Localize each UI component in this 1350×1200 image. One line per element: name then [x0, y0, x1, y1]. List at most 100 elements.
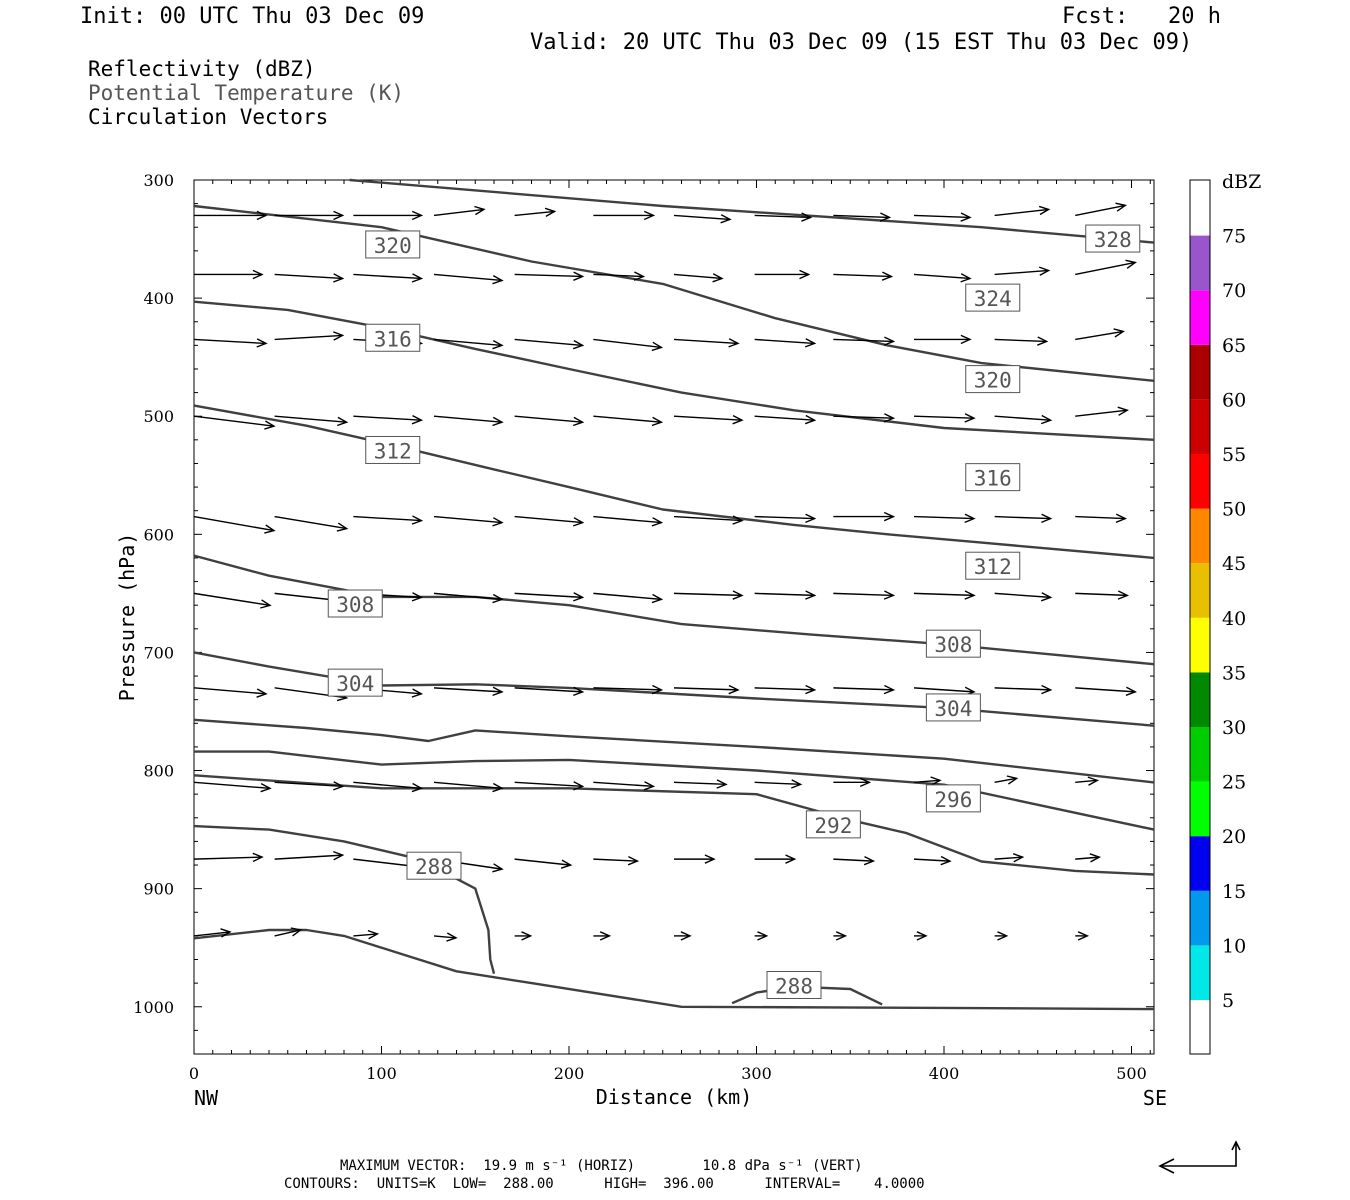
- theta-contour-328: [349, 178, 1155, 244]
- contour-label-box: [365, 230, 421, 259]
- vector-head: [633, 271, 646, 281]
- vector-head: [1077, 931, 1090, 941]
- reference-vector-icon: [1158, 1140, 1241, 1174]
- circulation-vector: [514, 858, 571, 866]
- vector-head: [474, 205, 486, 216]
- theta-contour-308: [193, 651, 1155, 727]
- x-tick-label: 0: [189, 1064, 199, 1083]
- contour-label-288: 288: [775, 974, 813, 998]
- circulation-vector: [193, 931, 231, 937]
- vector-head: [997, 931, 1009, 941]
- vector-head: [1038, 266, 1051, 276]
- vector-head: [411, 688, 424, 698]
- circulation-vector: [193, 515, 275, 532]
- circulation-vector: [1075, 592, 1128, 597]
- vector-head: [252, 852, 264, 863]
- circulation-vector: [1075, 856, 1100, 860]
- vector-head: [960, 273, 972, 283]
- circulation-vector: [433, 592, 503, 601]
- colorbar-swatch: [1190, 836, 1210, 891]
- circulation-vector: [593, 515, 662, 524]
- y-tick-label: 300: [143, 171, 174, 190]
- vector-head: [785, 854, 797, 864]
- vector-head: [560, 859, 573, 869]
- circulation-vector: [673, 515, 743, 522]
- valid-time: Valid: 20 UTC Thu 03 Dec 09 (15 EST Thu …: [530, 30, 1193, 55]
- vector-head: [704, 854, 716, 864]
- colorbar-swatch: [1190, 344, 1210, 400]
- vector-head: [411, 515, 424, 525]
- vector-head: [940, 855, 952, 866]
- circulation-vector: [673, 687, 739, 691]
- vector-head: [1115, 202, 1127, 212]
- vector-head: [627, 855, 640, 866]
- contour-label-328: 328: [1094, 228, 1132, 252]
- circulation-vector: [274, 515, 347, 530]
- vector-head: [1089, 853, 1102, 863]
- colorbar-level-label: 70: [1222, 280, 1246, 302]
- contour-label-box: [805, 810, 861, 839]
- circulation-vector: [353, 415, 422, 421]
- circulation-vector: [673, 273, 723, 280]
- contour-label-box: [965, 365, 1021, 394]
- circulation-vector: [514, 338, 583, 347]
- contour-label-324: 324: [974, 287, 1012, 311]
- circulation-vector: [1075, 330, 1124, 341]
- vector-head: [492, 782, 504, 793]
- vector-head: [333, 331, 345, 341]
- vector-head: [728, 338, 740, 348]
- colorbar-level-label: 50: [1222, 499, 1246, 521]
- vector-head: [859, 777, 872, 788]
- circulation-vector: [1075, 687, 1136, 693]
- x-end-left: NW: [194, 1086, 219, 1110]
- vector-head: [492, 517, 504, 527]
- theta-contour-304: [193, 718, 1155, 784]
- vector-head: [336, 416, 349, 427]
- contour-label-292: 292: [814, 814, 852, 838]
- contour-label-box: [365, 323, 421, 352]
- circulation-vector: [754, 515, 815, 520]
- circulation-vector: [754, 415, 815, 421]
- vector-head: [835, 931, 848, 941]
- init-time: Init: 00 UTC Thu 03 Dec 09: [80, 4, 425, 29]
- circulation-vector: [274, 415, 347, 423]
- field-legend-vectors: Circulation Vectors: [88, 105, 329, 129]
- vector-head: [1041, 513, 1053, 524]
- circulation-vector: [514, 515, 583, 524]
- vector-head: [964, 413, 976, 423]
- contour-labels: 328 324 320 320 316 316 312 312 308 308 304 304 296 2…: [327, 224, 1141, 999]
- vector-head: [883, 684, 896, 695]
- vector-head: [220, 928, 232, 938]
- y-tick-label: 400: [143, 289, 174, 308]
- circulation-vector: [593, 687, 662, 691]
- circulation-vector: [913, 687, 975, 693]
- circulation-vector: [913, 273, 971, 280]
- vector-head: [1038, 205, 1051, 216]
- circulation-vector: [193, 781, 271, 790]
- circulation-vector: [193, 592, 271, 607]
- circulation-vector: [433, 208, 485, 217]
- colorbar-level-label: 55: [1222, 444, 1246, 466]
- x-tick-label: 300: [741, 1064, 772, 1083]
- vector-head: [960, 334, 972, 345]
- y-tick-label: 700: [143, 643, 174, 662]
- vector-head: [573, 271, 585, 281]
- field-legend-theta: Potential Temperature (K): [88, 81, 405, 105]
- vector-head: [1087, 776, 1100, 786]
- circulation-vector: [673, 415, 743, 421]
- circulation-vector: [433, 515, 503, 524]
- vector-head: [446, 932, 458, 942]
- circulation-vector: [673, 338, 739, 345]
- circulation-vector: [433, 415, 503, 423]
- vector-head: [964, 513, 976, 524]
- theta-contour-316: [193, 404, 1155, 560]
- circulation-vector: [994, 208, 1049, 217]
- circulation-vector: [1075, 409, 1128, 417]
- vector-head: [1113, 328, 1125, 338]
- contour-label-box: [965, 551, 1021, 580]
- circulation-vector: [833, 415, 894, 419]
- vector-head: [930, 776, 942, 786]
- circulation-vector: [514, 592, 583, 599]
- circulation-vector: [1075, 204, 1126, 217]
